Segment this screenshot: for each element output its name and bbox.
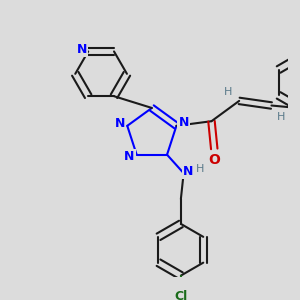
Text: N: N xyxy=(115,118,125,130)
Text: N: N xyxy=(124,150,134,163)
Text: O: O xyxy=(208,153,220,167)
Text: N: N xyxy=(178,116,189,129)
Text: N: N xyxy=(76,43,87,56)
Text: H: H xyxy=(196,164,204,175)
Text: H: H xyxy=(277,112,285,122)
Text: H: H xyxy=(224,87,232,97)
Text: Cl: Cl xyxy=(174,290,188,300)
Text: N: N xyxy=(183,165,194,178)
